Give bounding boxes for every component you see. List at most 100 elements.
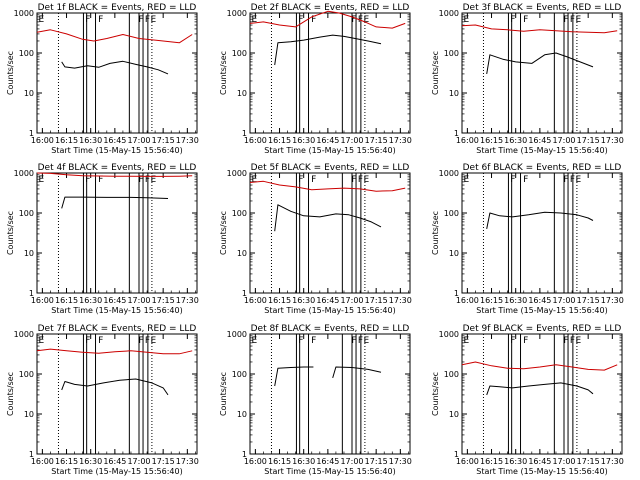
flag-label: F [138,336,143,346]
x-tick-label: 16:15 [480,296,503,305]
plot-title: Det 6f BLACK = Events, RED = LLD [463,163,622,173]
flag-label: E [150,336,156,346]
plot-frame [36,172,198,294]
y-tick-label: 1 [242,450,247,459]
y-axis-label: Counts/sec [219,372,228,416]
y-axis-label: Counts/sec [431,51,440,95]
x-tick-label: 17:15 [365,457,388,466]
x-axis-label: Start Time (15-May-15 15:56:40) [264,467,395,476]
x-tick-label: 16:30 [79,457,102,466]
y-tick-label: 1 [242,129,247,138]
x-tick-label: 16:15 [480,136,503,145]
flag-label: F [570,336,575,346]
x-tick-label: 17:00 [127,136,150,145]
events-series-line [486,382,594,396]
y-axis-label: Counts/sec [219,51,228,95]
x-tick-label: 16:15 [55,296,78,305]
x-tick-label: 16:30 [504,457,527,466]
lld-series-line [249,180,406,192]
x-tick-label: 16:15 [55,136,78,145]
x-tick-label: 17:30 [176,296,199,305]
x-tick-label: 17:15 [152,136,175,145]
x-tick-label: 16:45 [103,457,126,466]
y-tick-label: 1 [242,289,247,298]
flag-label: F [138,175,143,185]
flag-label: E [575,15,581,25]
flag-label: F [85,15,90,25]
flag-label: F [98,175,103,185]
x-tick-label: 16:00 [456,136,479,145]
x-tick-label: 16:00 [244,296,267,305]
y-tick-label: 1000 [227,9,247,18]
plot-title: Det 2f BLACK = Events, RED = LLD [251,3,410,13]
plot-title: Det 8f BLACK = Events, RED = LLD [251,324,410,334]
plot-frame [249,12,411,134]
flag-label: F [351,336,356,346]
y-tick-label: 100 [232,370,247,379]
flag-label: F [138,15,143,25]
plot-title: Det 3f BLACK = Events, RED = LLD [463,3,622,13]
y-tick-label: 1000 [14,169,34,178]
flag-label: E [464,175,470,185]
x-axis-label: Start Time (15-May-15 15:56:40) [264,146,395,155]
flag-label: F [523,15,528,25]
x-axis-label: Start Time (15-May-15 15:56:40) [476,146,607,155]
flag-label: F [358,336,363,346]
flag-label: F [145,15,150,25]
x-tick-label: 16:45 [103,136,126,145]
x-tick-label: 17:00 [552,136,575,145]
y-tick-label: 10 [24,410,34,419]
flag-label: E [39,175,45,185]
y-tick-label: 1 [29,450,34,459]
y-tick-label: 100 [19,209,34,218]
y-tick-label: 100 [19,49,34,58]
plot-frame [461,333,623,455]
x-tick-label: 16:15 [268,457,291,466]
x-tick-label: 17:15 [365,296,388,305]
flag-label: F [85,175,90,185]
x-tick-label: 16:00 [456,457,479,466]
plot-frame [36,12,198,134]
y-tick-label: 100 [444,209,459,218]
x-tick-label: 17:00 [340,457,363,466]
plot-frame [249,333,411,455]
flag-label: F [563,15,568,25]
plot-title: Det 9f BLACK = Events, RED = LLD [463,324,622,334]
flag-label: F [570,15,575,25]
y-tick-label: 1000 [439,330,459,339]
flag-label: E [39,15,45,25]
x-tick-label: 17:30 [176,136,199,145]
y-tick-label: 10 [237,249,247,258]
x-tick-label: 16:00 [31,296,54,305]
x-tick-label: 16:00 [456,296,479,305]
flag-label: F [570,175,575,185]
flag-label: E [150,15,156,25]
y-tick-label: 1 [454,129,459,138]
x-axis-label: Start Time (15-May-15 15:56:40) [264,306,395,315]
flag-label: E [575,175,581,185]
y-tick-label: 1 [454,450,459,459]
lld-series-line [36,348,193,355]
flag-label: F [311,336,316,346]
plot-title: Det 5f BLACK = Events, RED = LLD [251,163,410,173]
flag-label: F [523,336,528,346]
x-tick-label: 16:15 [55,457,78,466]
flag-label: F [510,336,515,346]
x-axis-label: Start Time (15-May-15 15:56:40) [51,146,182,155]
x-tick-label: 16:45 [528,457,551,466]
flag-label: E [252,336,258,346]
lld-series-line [461,361,618,371]
x-tick-label: 16:30 [504,136,527,145]
x-tick-label: 17:00 [340,296,363,305]
x-tick-label: 16:45 [316,136,339,145]
lld-series-line [36,29,193,44]
flag-label: F [563,175,568,185]
x-tick-label: 16:00 [31,136,54,145]
y-tick-label: 100 [19,370,34,379]
x-tick-label: 17:15 [577,296,600,305]
y-tick-label: 10 [449,249,459,258]
x-axis-label: Start Time (15-May-15 15:56:40) [51,467,182,476]
x-tick-label: 16:00 [31,457,54,466]
x-tick-label: 16:00 [244,136,267,145]
plot-frame [36,333,198,455]
